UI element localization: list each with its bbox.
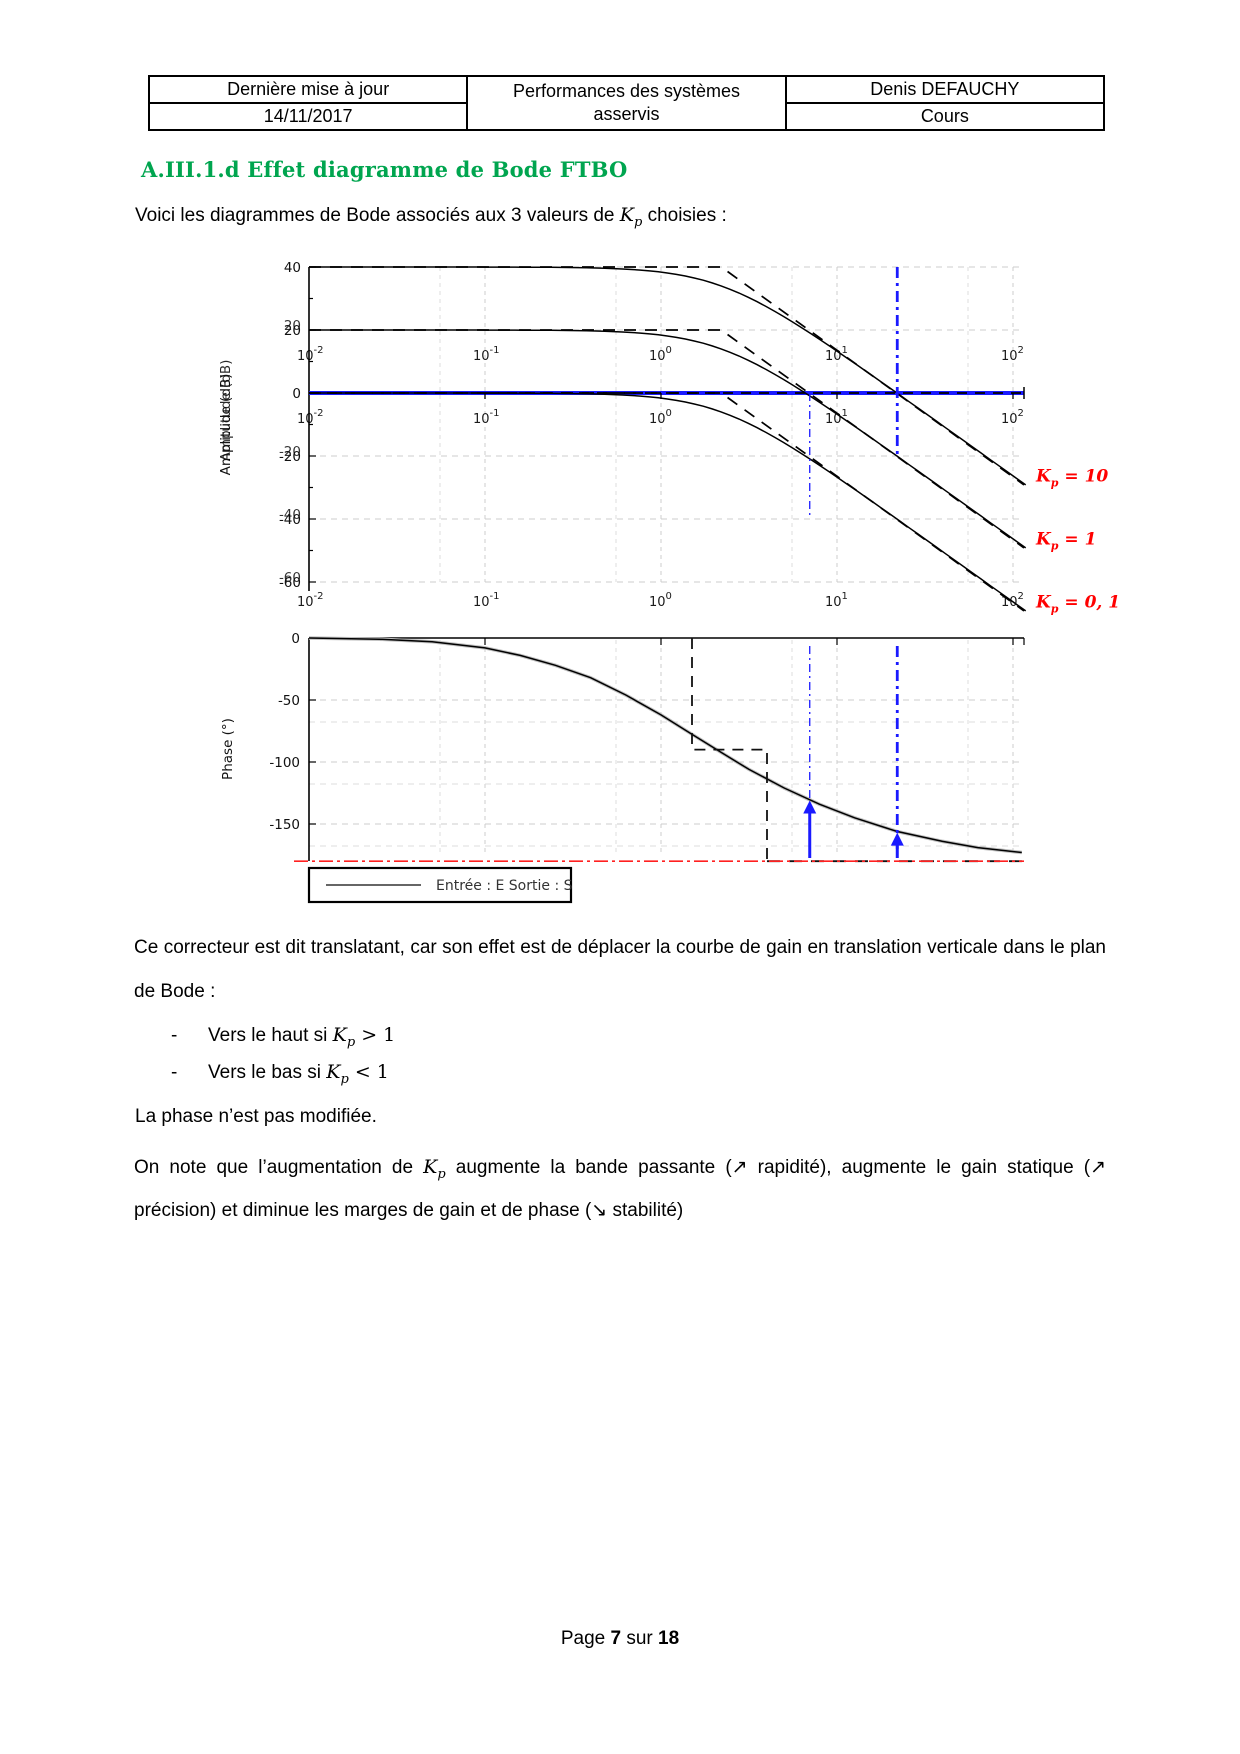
bullet-text: Vers le bas si Kp < 1 — [208, 1060, 389, 1087]
gain-asymptote — [309, 265, 1025, 486]
mag-y-tick: 0 — [292, 386, 301, 402]
x-tick-label: 10-2 — [297, 591, 324, 610]
svg-text:-40: -40 — [279, 507, 301, 523]
math-kp: Kp — [332, 1023, 356, 1050]
footer-prefix: Page — [560, 1628, 611, 1649]
page-footer: Page 7 sur 18 — [0, 1628, 1240, 1650]
header-updated-date: 14/11/2017 — [147, 102, 469, 131]
list-item: - Vers le bas si Kp < 1 — [171, 1055, 1106, 1092]
gain-curve — [309, 329, 1027, 549]
intro-text: Voici les diagrammes de Bode associés au… — [135, 205, 620, 226]
x-tick-label: 10-1 — [473, 345, 500, 364]
phase-y-tick: -100 — [269, 755, 300, 771]
bullet-list: - Vers le haut si Kp > 1 - Vers le bas s… — [171, 1018, 1106, 1092]
x-tick-label: 10-1 — [473, 408, 500, 427]
svg-text:20: 20 — [284, 318, 301, 334]
mag-y-axis-label: Amplitude (dB) — [218, 359, 234, 461]
x-tick-label: 101 — [825, 408, 848, 427]
bullet-text: Vers le haut si Kp > 1 — [208, 1023, 396, 1050]
mag-y-tick: -20 — [279, 449, 301, 465]
kp-label: Kp = 10 — [1035, 466, 1108, 489]
paragraph-phase: La phase n’est pas modifiée. — [135, 1105, 377, 1127]
list-item: - Vers le haut si Kp > 1 — [171, 1018, 1106, 1055]
legend-label: Entrée : E Sortie : S — [436, 878, 573, 894]
bullet-dash: - — [171, 1061, 178, 1083]
header-course-title: Performances des systèmes asservis — [466, 75, 787, 131]
gain-curve — [309, 392, 1027, 612]
svg-text:-60: -60 — [279, 570, 301, 586]
intro-paragraph: Voici les diagrammes de Bode associés au… — [135, 204, 1106, 230]
x-tick-label: 101 — [825, 591, 848, 610]
math-kp: Kp — [619, 204, 643, 230]
mag-y-tick: -60 — [279, 575, 301, 591]
phase-y-tick: -150 — [269, 817, 300, 833]
x-tick-label: 100 — [649, 408, 672, 427]
section-heading: A.III.1.d Effet diagramme de Bode FTBO — [141, 157, 628, 182]
paragraph-translatant: Ce correcteur est dit translatant, car s… — [134, 936, 1106, 1002]
mag-y-tick: 40 — [284, 260, 301, 276]
bullet-dash: - — [171, 1024, 178, 1046]
svg-text:-20: -20 — [279, 444, 301, 460]
footer-middle: sur — [621, 1628, 659, 1649]
phase-curve — [308, 637, 1022, 854]
math-kp: Kp — [326, 1060, 349, 1087]
legend: Entrée : E Sortie : S — [307, 866, 573, 903]
bode-phase-plot: 0 -50 -100 -150 Phase (°) Entrée : E Sortie :… — [220, 631, 1025, 903]
x-tick-label: 100 — [649, 345, 672, 364]
paragraph-note: On note que l’augmentation de Kp augment… — [134, 1155, 1106, 1221]
x-tick-label: 102 — [1001, 408, 1024, 427]
header-doc-type: Cours — [784, 102, 1106, 131]
kp-label: Kp = 1 — [1035, 529, 1096, 552]
mag-y-axis-label: Amplitude (dB) — [218, 373, 234, 475]
header-updated-label: Dernière mise à jour — [147, 75, 469, 104]
bode-figure: 10-2 10-1 100 101 102 10-2 10-1 100 101 102 10-2 10… — [214, 236, 1154, 912]
footer-total-pages: 18 — [658, 1628, 680, 1649]
gain-asymptote — [309, 391, 1025, 612]
mag-y-tick: -40 — [279, 512, 301, 528]
kp-label: Kp = 0, 1 — [1035, 592, 1120, 615]
header-table: Dernière mise à jour Performances des sy… — [147, 75, 1106, 131]
x-tick-label: 102 — [1001, 345, 1024, 364]
x-tick-label: 100 — [649, 591, 672, 610]
x-tick-label: 10-1 — [473, 591, 500, 610]
footer-page-number: 7 — [610, 1628, 622, 1649]
phase-y-tick: -50 — [278, 693, 300, 709]
phase-margin-arrow — [890, 832, 904, 846]
header-author: Denis DEFAUCHY — [784, 75, 1106, 104]
phase-asymptote — [691, 637, 768, 861]
phase-margin-arrow — [803, 800, 817, 814]
math-kp: Kp — [423, 1155, 446, 1182]
phase-y-axis-label: Phase (°) — [220, 718, 236, 780]
intro-tail: choisies : — [642, 205, 727, 226]
x-tick-label: 101 — [825, 345, 848, 364]
phase-y-tick: 0 — [291, 631, 300, 647]
gain-asymptote — [309, 328, 1025, 549]
page-content: Dernière mise à jour Performances des sy… — [134, 75, 1120, 1232]
mag-y-tick: 20 — [284, 323, 301, 339]
gain-curve — [309, 266, 1027, 486]
